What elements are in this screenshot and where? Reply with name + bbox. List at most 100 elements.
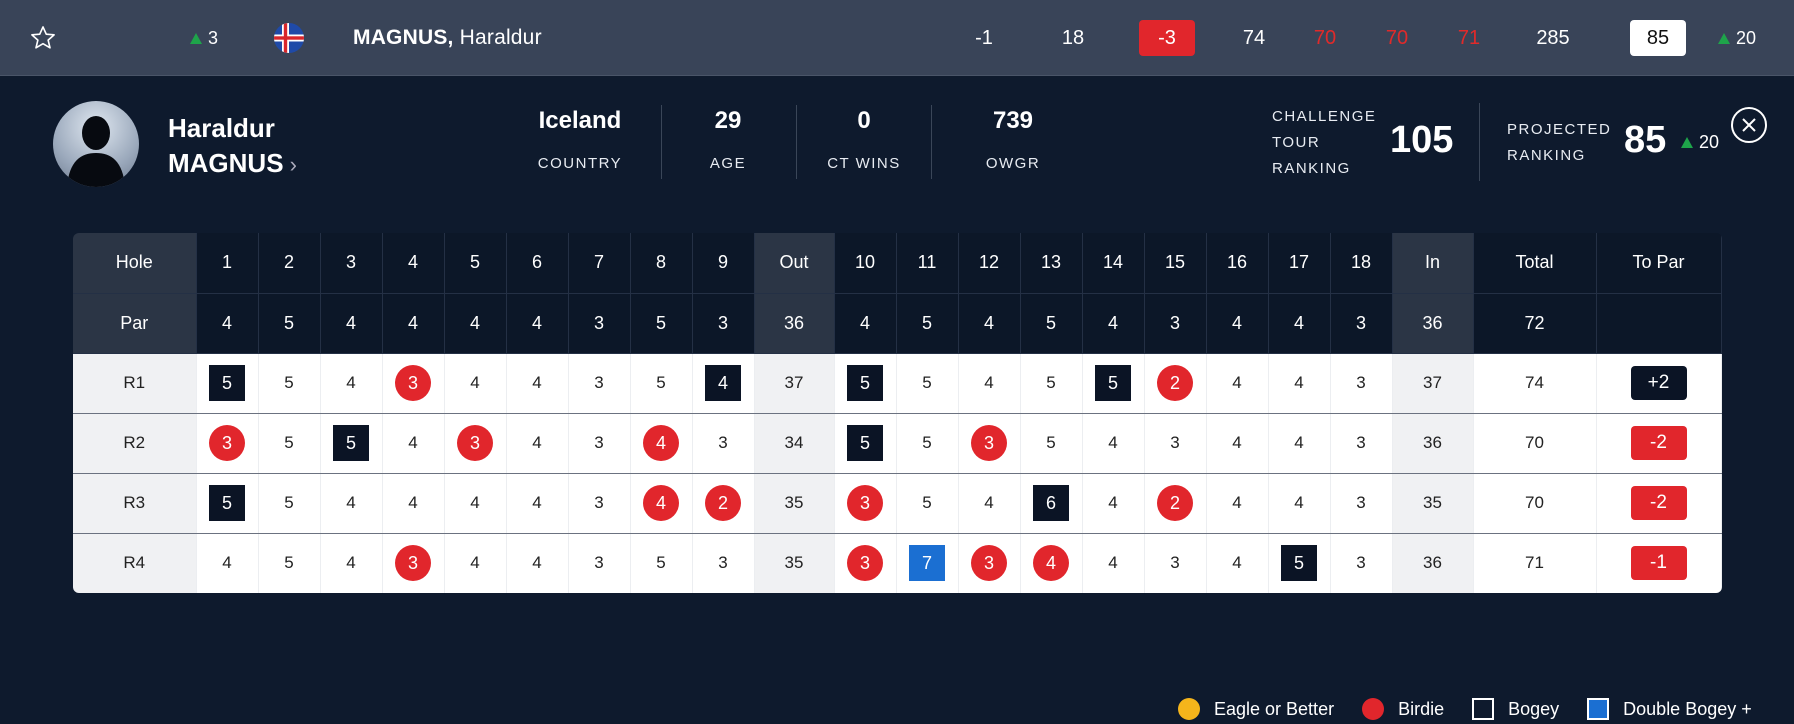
- par-score: 3: [1170, 553, 1180, 573]
- wins-value: 0: [857, 107, 871, 134]
- bogey-score: 5: [1281, 545, 1317, 582]
- scorecard-table: Hole 1 2 3 4 5 6 7 8 9 Out 10 11 12 13 14 15 16 17 18 In Tota…: [73, 233, 1722, 593]
- hole-score: 5: [196, 353, 259, 414]
- par-score: 5: [656, 373, 666, 392]
- hole-number: 15: [1144, 233, 1207, 294]
- hole-number: 4: [382, 233, 445, 294]
- projected-movement: 20: [1718, 0, 1756, 76]
- par-score: 5: [284, 493, 294, 512]
- par-score: 5: [922, 373, 932, 392]
- hole-score: 5: [896, 413, 959, 474]
- par-value: 4: [196, 293, 259, 354]
- hole-score: 3: [382, 353, 445, 414]
- birdie-score: 3: [847, 545, 883, 582]
- round-row: R1 5 5 4 3 4 4 3 5 4 37 5 5 4 5 5 2 4 4 3 37 74 +2: [73, 353, 1722, 414]
- hole-label: Hole: [73, 233, 197, 294]
- arrow-up-icon: [1681, 137, 1693, 148]
- hole-score: 4: [506, 533, 569, 593]
- round-to-par: -2: [1596, 413, 1722, 474]
- par-score: 4: [1294, 493, 1304, 512]
- par-score: 4: [984, 373, 994, 392]
- owgr-label: OWGR: [985, 155, 1041, 172]
- par-value: 4: [1206, 293, 1269, 354]
- hole-score: 3: [444, 413, 507, 474]
- par-value: 3: [568, 293, 631, 354]
- par-score: 5: [284, 553, 294, 573]
- hole-score: 5: [834, 353, 897, 414]
- ct-ranking-value: 105: [1390, 119, 1454, 161]
- birdie-score: 4: [643, 425, 679, 461]
- in-label: In: [1392, 233, 1474, 294]
- hole-score: 3: [568, 413, 631, 474]
- hole-number: 11: [896, 233, 959, 294]
- hole-score: 4: [506, 413, 569, 474]
- player-full-name[interactable]: Haraldur MAGNUS ›: [168, 111, 297, 182]
- par-value: 4: [444, 293, 507, 354]
- par-value: 3: [1330, 293, 1393, 354]
- player-row[interactable]: 3 MAGNUS, Haraldur -1 18 -3 74 70 70 71 …: [0, 0, 1794, 76]
- par-score: 3: [1170, 433, 1180, 452]
- eagle-swatch: [1178, 698, 1200, 720]
- hole-score: 4: [1082, 473, 1145, 534]
- hole-score: 4: [1268, 413, 1331, 474]
- hole-score: 5: [630, 533, 693, 593]
- hole-score: 5: [896, 353, 959, 414]
- projected-ranking-label-line: PROJECTED: [1507, 121, 1612, 138]
- close-icon: [1742, 118, 1756, 132]
- par-score: 4: [1108, 553, 1118, 573]
- par-score: 5: [922, 433, 932, 452]
- projected-move-value: 20: [1736, 27, 1757, 48]
- player-name[interactable]: MAGNUS, Haraldur: [353, 0, 542, 76]
- iceland-flag-icon: [274, 0, 306, 76]
- hole-score: 2: [1144, 473, 1207, 534]
- legend-bogey: Bogey: [1508, 698, 1560, 719]
- par-value: 4: [506, 293, 569, 354]
- total-score: 285: [1536, 26, 1570, 49]
- hole-number: 3: [320, 233, 383, 294]
- legend-eagle: Eagle or Better: [1214, 698, 1335, 719]
- par-value: 5: [630, 293, 693, 354]
- hole-score: 4: [630, 413, 693, 474]
- par-score: 4: [1232, 553, 1242, 573]
- hole-score: 3: [382, 533, 445, 593]
- hole-score: 4: [444, 473, 507, 534]
- age-label: AGE: [709, 155, 747, 172]
- round-row: R2 3 5 5 4 3 4 3 4 3 34 5 5 3 5 4 3 4 4 3 36 70 -2: [73, 413, 1722, 474]
- par-score: 4: [1294, 433, 1304, 452]
- par-value: 4: [1082, 293, 1145, 354]
- player-first: Haraldur: [168, 113, 275, 143]
- legend-birdie: Birdie: [1398, 698, 1445, 719]
- hole-score: 5: [258, 533, 321, 593]
- par-score: 3: [594, 493, 604, 512]
- birdie-score: 2: [1157, 365, 1193, 401]
- age-stat: 29 AGE: [688, 107, 768, 172]
- hole-score: 4: [1268, 353, 1331, 414]
- country-value: Iceland: [538, 107, 622, 134]
- par-score: 3: [594, 373, 604, 392]
- to-par-badge: -3: [1139, 20, 1195, 56]
- birdie-score: 4: [643, 485, 679, 521]
- par-score: 3: [594, 553, 604, 573]
- par-score: 4: [532, 373, 542, 392]
- legend-double-bogey: Double Bogey +: [1623, 698, 1752, 719]
- hole-score: 4: [506, 353, 569, 414]
- birdie-swatch: [1362, 698, 1385, 720]
- chevron-right-icon: ›: [289, 152, 297, 177]
- projected-rank-badge: 85: [1630, 20, 1686, 56]
- round-out: 35: [754, 473, 835, 534]
- bogey-score: 5: [333, 425, 369, 461]
- ct-ranking-label-line: RANKING: [1272, 160, 1351, 177]
- par-score: 3: [718, 433, 728, 452]
- hole-score: 5: [258, 353, 321, 414]
- close-button[interactable]: [1731, 107, 1767, 143]
- hole-score: 4: [630, 473, 693, 534]
- divider: [931, 105, 932, 179]
- star-icon[interactable]: [28, 0, 58, 76]
- double-bogey-score: 7: [909, 545, 945, 582]
- hole-score: 3: [958, 533, 1021, 593]
- round-out: 35: [754, 533, 835, 593]
- hole-score: 3: [568, 353, 631, 414]
- hole-number: 6: [506, 233, 569, 294]
- hole-score: 3: [1144, 413, 1207, 474]
- birdie-score: 4: [1033, 545, 1069, 582]
